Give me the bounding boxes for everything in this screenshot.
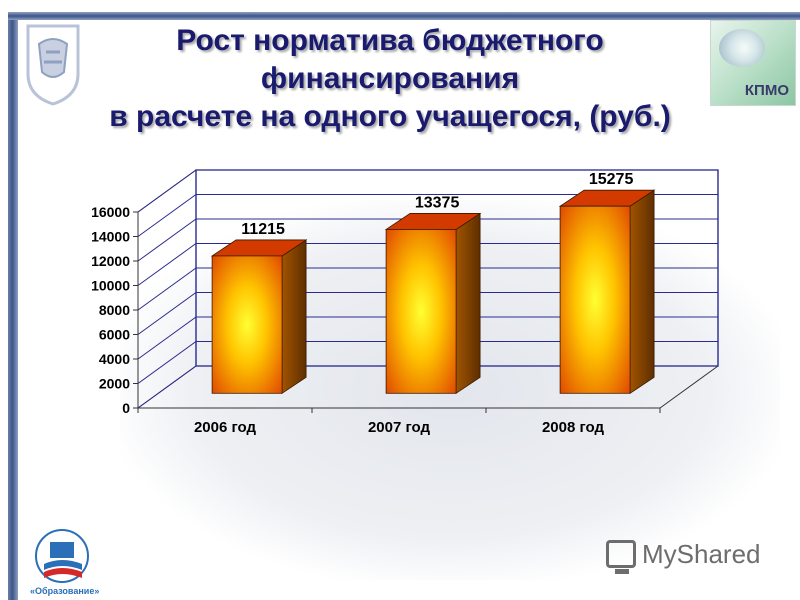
- gridline: [137, 169, 718, 213]
- bar: [559, 205, 631, 394]
- watermark-text: MyShared: [642, 538, 761, 569]
- y-tick-label: 0: [122, 400, 130, 416]
- y-tick-label: 10000: [91, 278, 130, 294]
- education-caption: «Образование»: [30, 586, 99, 596]
- presentation-icon: [606, 540, 636, 574]
- bar-side: [455, 212, 481, 395]
- kpmo-logo-text: КПМО: [744, 82, 789, 99]
- gridline: [137, 316, 718, 360]
- left-border-bar: [8, 12, 18, 600]
- title-line-1: Рост норматива бюджетного: [176, 24, 604, 57]
- chart-bars: [210, 189, 656, 395]
- bar-side: [281, 239, 307, 395]
- gridline: [137, 194, 718, 237]
- y-tick-label: 6000: [99, 327, 130, 343]
- x-tick-label: 2008 год: [542, 419, 605, 436]
- gridline: [137, 292, 718, 335]
- gridline: [137, 243, 718, 286]
- gridline: [137, 341, 718, 384]
- chart-labels: 0 2000 4000 6000 8000 10000 12000 14000 16000 112…: [91, 171, 633, 436]
- myshared-watermark: MyShared: [606, 536, 761, 574]
- bar: [385, 229, 457, 394]
- chart-floor-edge-right: [659, 365, 719, 409]
- gridline: [137, 365, 718, 409]
- data-label: 15275: [589, 171, 634, 188]
- education-project-logo: «Образование»: [30, 529, 99, 596]
- coat-of-arms-icon: [26, 24, 80, 106]
- y-tick-label: 16000: [91, 204, 130, 220]
- x-tick-label: 2006 год: [194, 419, 257, 436]
- bar: [211, 255, 283, 394]
- gridline: [137, 218, 718, 262]
- y-tick-label: 2000: [99, 376, 130, 392]
- y-tick-label: 12000: [91, 253, 130, 269]
- gridline: [137, 267, 718, 311]
- data-label: 13375: [415, 194, 460, 211]
- title-line-3: в расчете на одного учащегося, (руб.): [109, 100, 671, 133]
- bar-side: [629, 189, 655, 395]
- y-tick-label: 8000: [99, 302, 130, 318]
- eye-icon: [719, 29, 765, 67]
- top-border-bar: [8, 12, 800, 20]
- kpmo-logo: КПМО: [710, 20, 796, 106]
- data-label: 11215: [241, 221, 285, 238]
- title-line-2: финансирования: [260, 62, 520, 95]
- y-tick-label: 4000: [99, 351, 130, 367]
- y-tick-label: 14000: [91, 229, 130, 245]
- x-tick-label: 2007 год: [368, 419, 431, 436]
- slide-title: Рост норматива бюджетного финансирования…: [60, 22, 720, 136]
